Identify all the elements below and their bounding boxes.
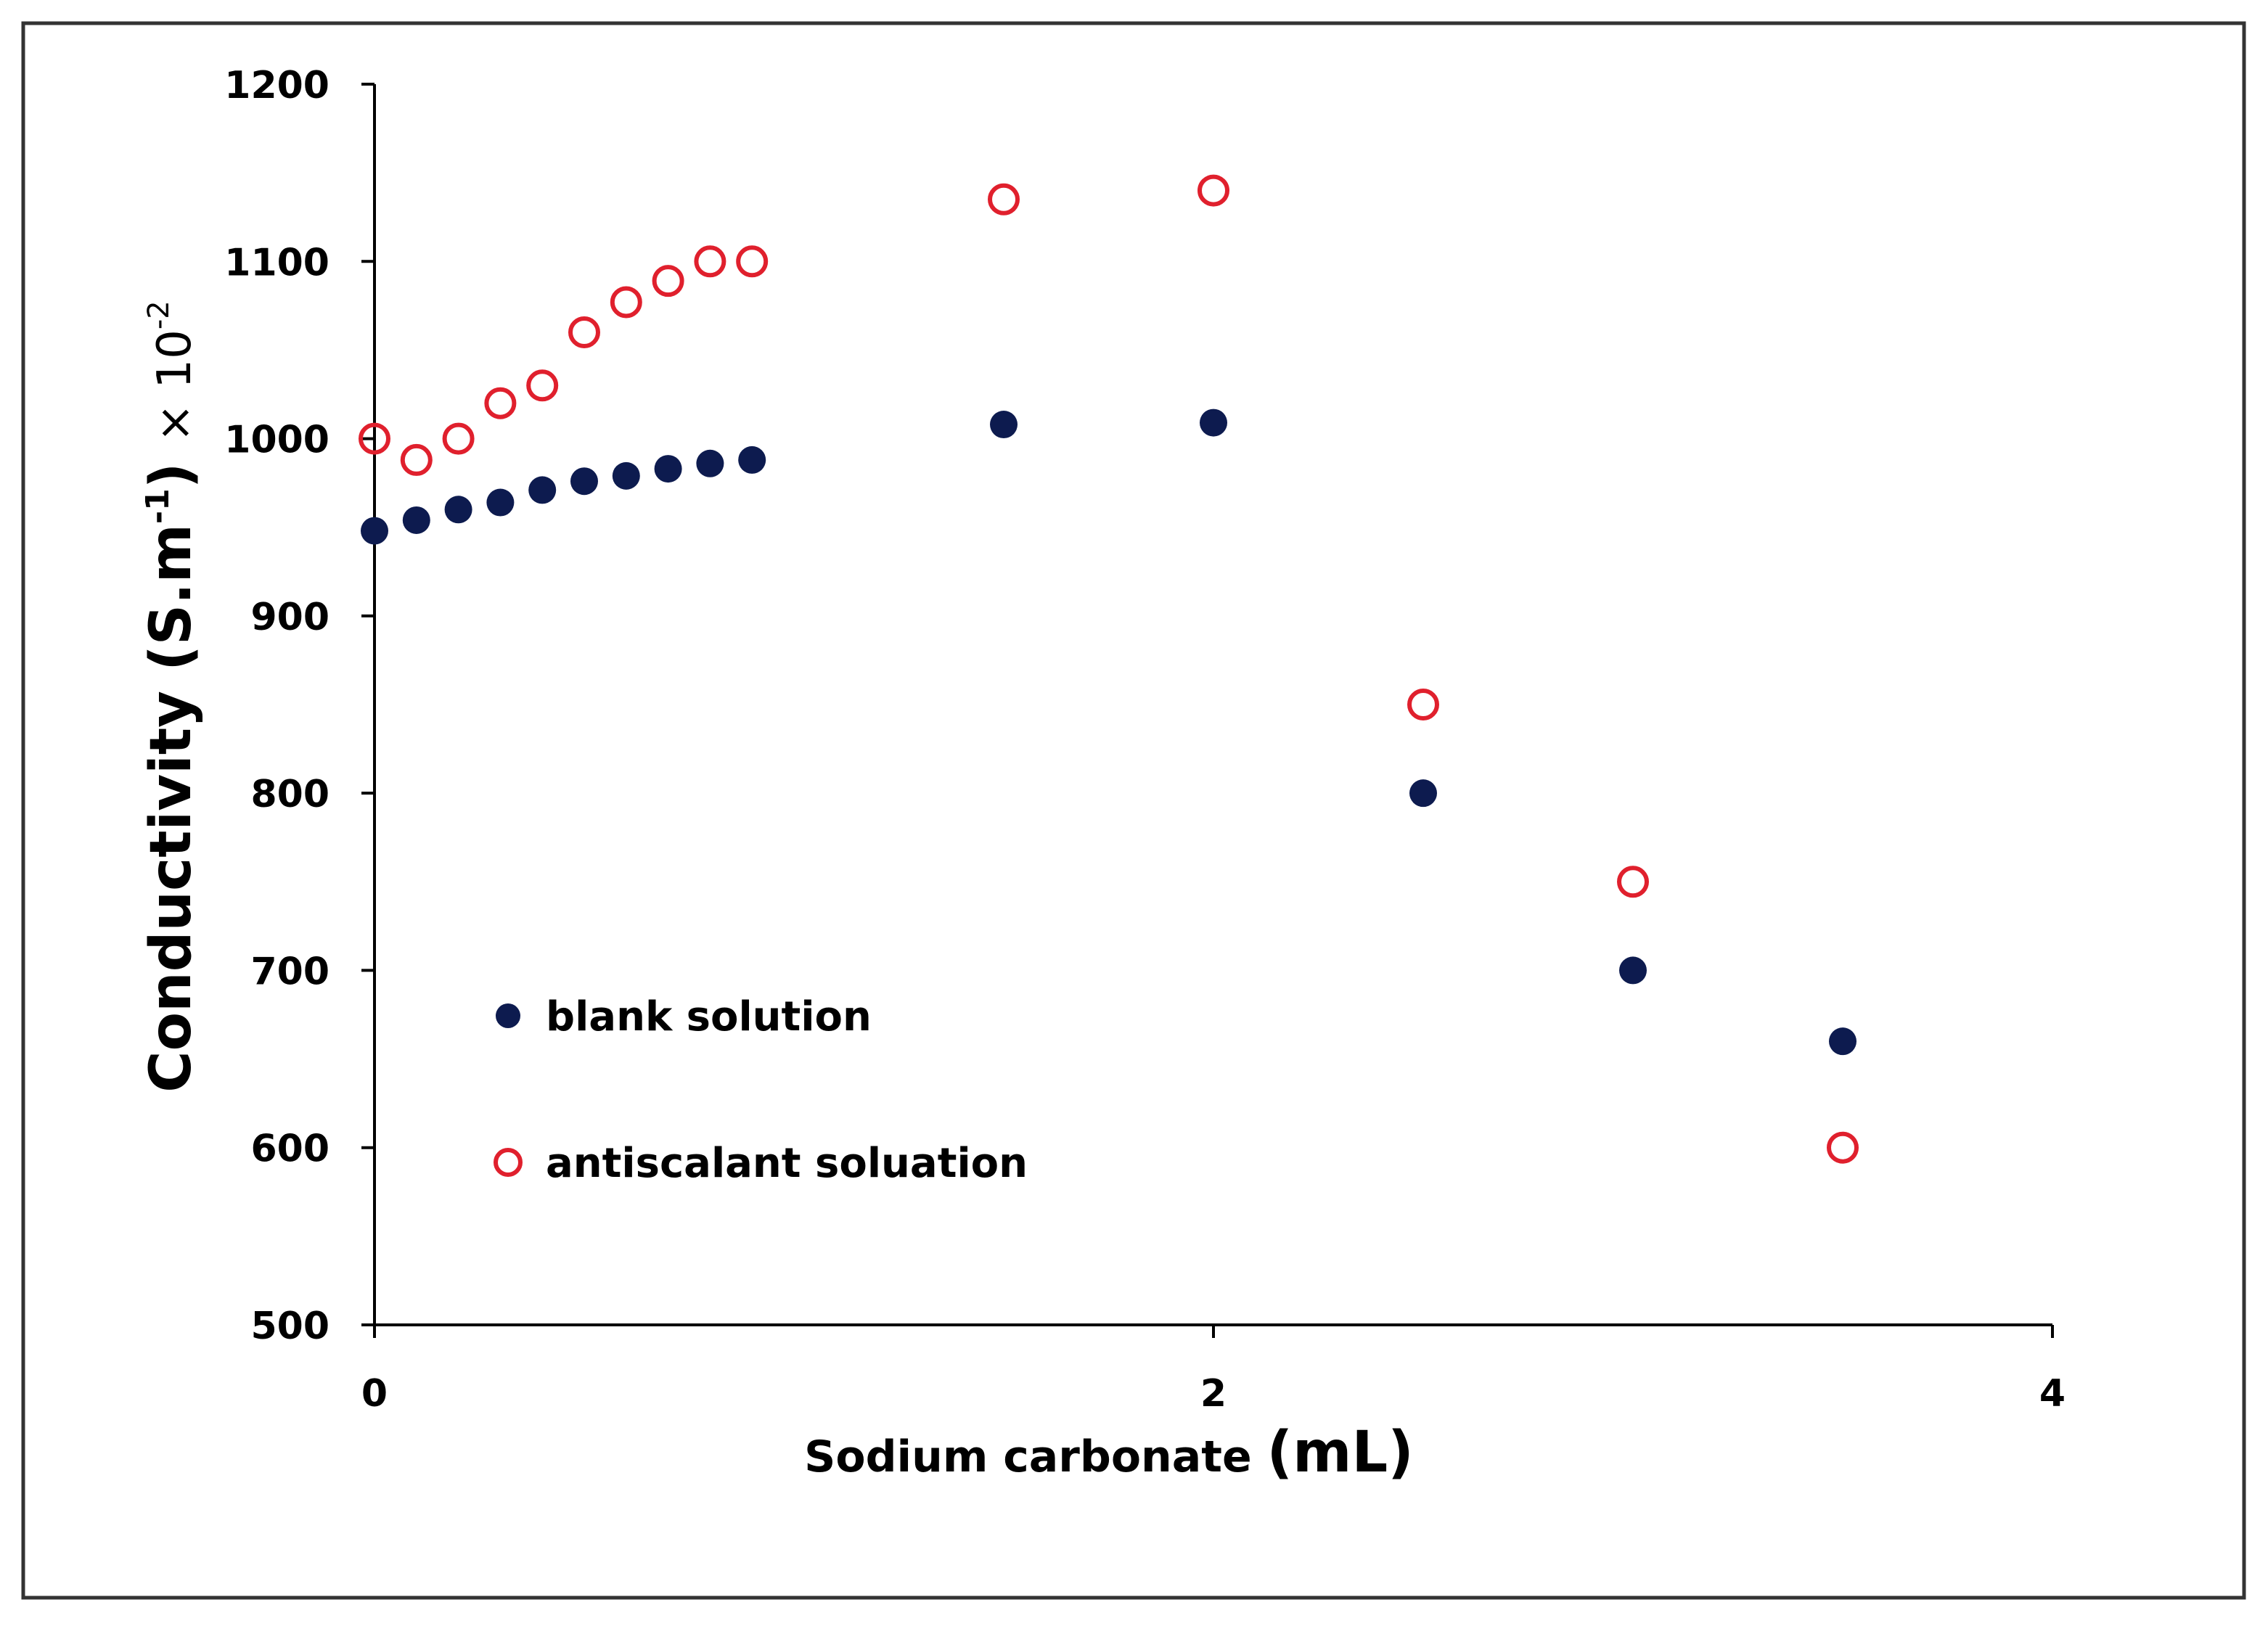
data-point-antiscalant-soluation: [610, 286, 642, 319]
legend-label-blank: blank solution: [546, 993, 872, 1040]
x-tick-label: 2: [1200, 1372, 1227, 1416]
data-point-blank-solution: [696, 449, 724, 477]
y-tick-label: 1200: [224, 64, 329, 107]
data-point-blank-solution: [612, 461, 640, 490]
data-point-antiscalant-soluation: [526, 369, 559, 402]
chart-border: [21, 21, 2246, 1600]
y-tick-label: 600: [250, 1128, 329, 1171]
y-axis-label-sup2: -2: [142, 300, 176, 329]
y-axis-label: Conductivity (S.m-1) × 10-2: [139, 300, 204, 1092]
x-ticks: 0 2 4: [361, 1325, 2066, 1416]
y-axis-label-close: ): [139, 463, 204, 489]
data-point-antiscalant-soluation: [1827, 1131, 1859, 1164]
x-tick-label: 0: [361, 1372, 388, 1416]
data-point-blank-solution: [738, 445, 766, 474]
data-point-antiscalant-soluation: [736, 245, 769, 278]
y-tick-label: 800: [250, 773, 329, 816]
data-point-blank-solution: [528, 476, 557, 504]
data-point-blank-solution: [654, 455, 682, 483]
data-point-blank-solution: [1200, 408, 1227, 437]
data-point-antiscalant-soluation: [442, 422, 475, 455]
x-axis-label-main: Sodium carbonate: [804, 1432, 1251, 1482]
y-tick-label: 500: [250, 1305, 329, 1348]
legend: blank solution antiscalant soluation: [494, 993, 1028, 1187]
legend-marker-antiscalant: [494, 1148, 523, 1177]
data-point-blank-solution: [990, 411, 1018, 439]
x-axis-label: Sodium carbonate (mL): [804, 1420, 1414, 1485]
y-axis-label-sup1: -1: [139, 488, 176, 524]
legend-marker-blank: [496, 1003, 520, 1028]
y-tick-label: 700: [250, 950, 329, 993]
data-point-antiscalant-soluation: [1407, 689, 1439, 720]
data-point-blank-solution: [570, 467, 598, 496]
data-point-antiscalant-soluation: [988, 183, 1020, 215]
y-axis-label-mult: × 10: [148, 329, 202, 442]
y-ticks: 500 600 700 800 900 1000 1100 1200: [224, 64, 374, 1348]
x-tick-label: 4: [2039, 1372, 2066, 1416]
data-point-antiscalant-soluation: [1198, 174, 1229, 207]
data-point-antiscalant-soluation: [1617, 866, 1649, 898]
data-point-antiscalant-soluation: [484, 387, 517, 419]
y-tick-label: 1100: [224, 241, 329, 284]
y-tick-label: 900: [250, 596, 329, 639]
data-point-blank-solution: [1409, 779, 1437, 808]
data-point-antiscalant-soluation: [652, 265, 684, 297]
data-point-blank-solution: [402, 506, 430, 534]
data-point-blank-solution: [486, 488, 515, 517]
y-axis-label-main: Conductivity (S.m: [139, 524, 204, 1093]
legend-label-antiscalant: antiscalant soluation: [546, 1140, 1028, 1187]
data-point-blank-solution: [1619, 956, 1647, 985]
y-tick-label: 1000: [224, 419, 329, 462]
data-points: [359, 174, 1859, 1164]
data-point-antiscalant-soluation: [694, 245, 726, 278]
data-point-antiscalant-soluation: [400, 443, 433, 476]
data-point-antiscalant-soluation: [568, 316, 600, 348]
data-point-blank-solution: [1829, 1027, 1856, 1056]
data-point-antiscalant-soluation: [359, 422, 390, 455]
data-point-blank-solution: [444, 496, 472, 524]
x-axis-label-unit: (mL): [1267, 1420, 1414, 1485]
data-point-blank-solution: [361, 517, 388, 545]
